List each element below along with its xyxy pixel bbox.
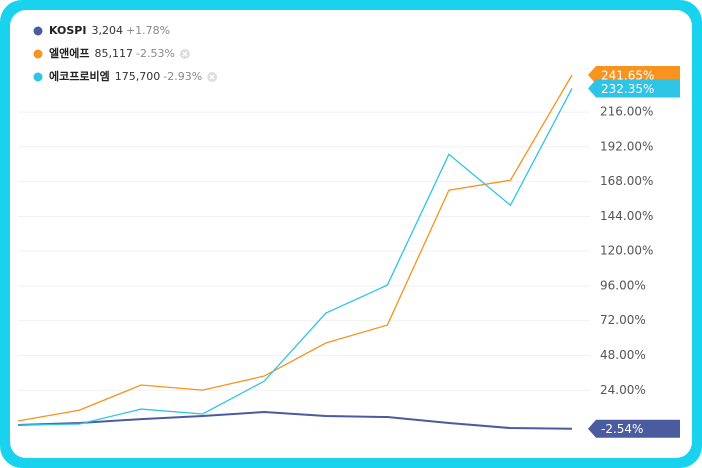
legend-change: -2.93%	[163, 70, 202, 83]
y-tick-label: 192.00%	[600, 139, 653, 153]
y-tick-label: 168.00%	[600, 174, 653, 188]
end-label-text: 232.35%	[601, 82, 654, 96]
y-tick-label: 144.00%	[600, 209, 653, 223]
panel	[10, 10, 692, 458]
series-line	[17, 410, 573, 430]
legend-dot	[33, 49, 43, 59]
legend-change: -2.53%	[136, 47, 175, 60]
legend-name: 에코프로비엠	[49, 69, 110, 83]
y-tick-label: 216.00%	[600, 105, 653, 119]
legend-dot	[33, 72, 43, 82]
legend-price: 175,700	[115, 70, 161, 83]
y-tick-label: 24.00%	[600, 383, 646, 397]
end-label: 232.35%	[588, 79, 680, 98]
remove-icon-x[interactable]	[182, 51, 188, 57]
legend-name: 엘앤에프	[49, 46, 89, 60]
series-line	[17, 74, 573, 422]
remove-button[interactable]	[179, 49, 190, 59]
remove-button[interactable]	[207, 72, 218, 82]
legend-price: 3,204	[91, 24, 123, 37]
end-label-tag	[588, 419, 680, 438]
y-tick-label: 72.00%	[600, 313, 646, 327]
legend-price: 85,117	[94, 47, 133, 60]
legend-item: 에코프로비엠 175,700 -2.93%	[33, 69, 218, 83]
end-label-text: 241.65%	[601, 68, 654, 82]
end-label-text: -2.54%	[601, 422, 643, 436]
legend-item: KOSPI 3,204 +1.78%	[33, 24, 170, 37]
y-tick-label: 96.00%	[600, 278, 646, 292]
series-line	[17, 88, 573, 426]
end-label: -2.54%	[588, 419, 680, 438]
legend-dot	[33, 26, 43, 36]
legend-name: KOSPI	[49, 24, 86, 37]
end-label-tag	[588, 79, 680, 98]
remove-icon-x[interactable]	[209, 74, 215, 80]
y-tick-label: 48.00%	[600, 348, 646, 362]
legend-item: 엘앤에프 85,117 -2.53%	[33, 46, 190, 60]
legend-change: +1.78%	[126, 24, 170, 37]
y-tick-label: 120.00%	[600, 244, 653, 258]
